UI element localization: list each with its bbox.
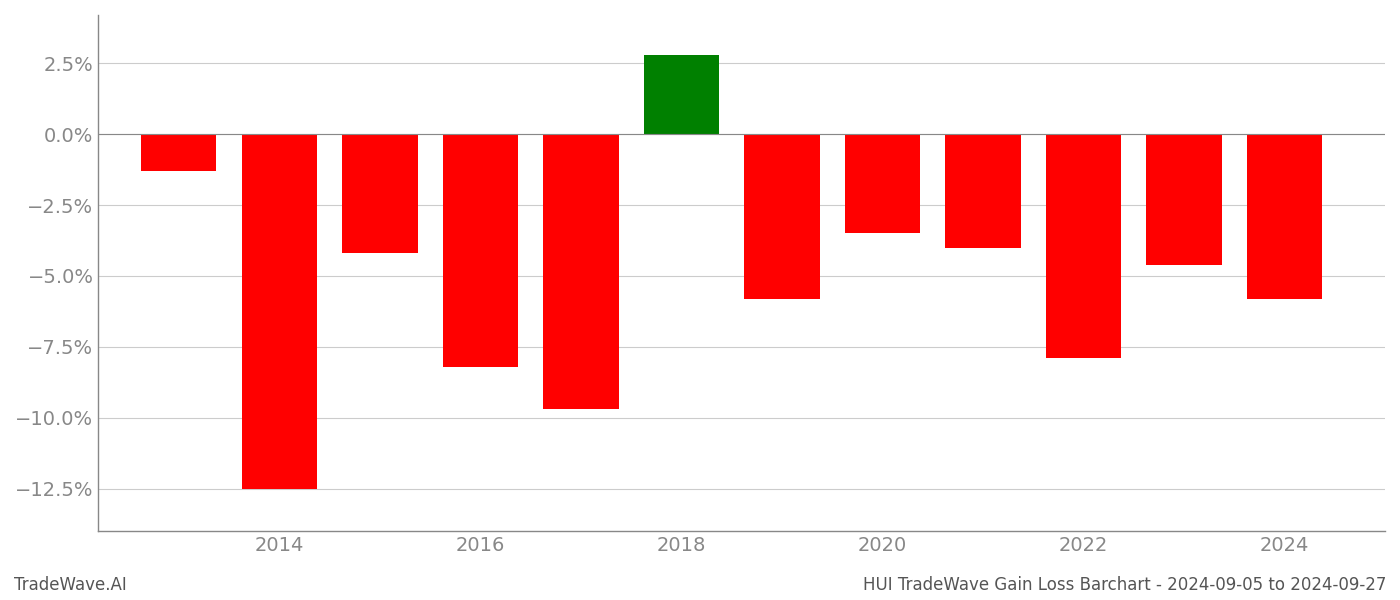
Bar — [644, 55, 720, 134]
Bar — [1147, 134, 1222, 265]
Bar — [242, 134, 316, 488]
Bar — [342, 134, 417, 253]
Bar — [141, 134, 217, 171]
Text: HUI TradeWave Gain Loss Barchart - 2024-09-05 to 2024-09-27: HUI TradeWave Gain Loss Barchart - 2024-… — [862, 576, 1386, 594]
Bar — [442, 134, 518, 367]
Bar — [543, 134, 619, 409]
Bar — [945, 134, 1021, 248]
Text: TradeWave.AI: TradeWave.AI — [14, 576, 127, 594]
Bar — [745, 134, 819, 299]
Bar — [844, 134, 920, 233]
Bar — [1247, 134, 1322, 299]
Bar — [1046, 134, 1121, 358]
